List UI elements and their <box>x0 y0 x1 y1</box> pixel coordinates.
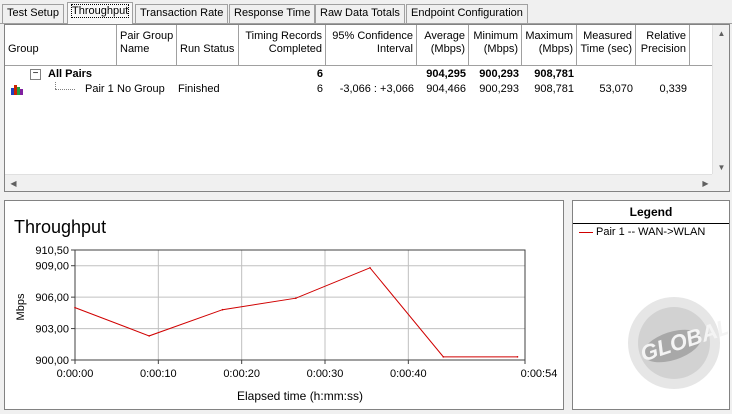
all-pairs-average: 904,295 <box>426 68 466 80</box>
horizontal-splitter[interactable] <box>0 193 732 200</box>
tab-label: Response Time <box>234 7 311 19</box>
pair-1-confidence: -3,066 : +3,066 <box>339 83 414 95</box>
all-pairs-minimum: 900,293 <box>479 68 519 80</box>
header-measured-time[interactable]: Measured Time (sec) <box>577 25 636 66</box>
scrollbar-corner <box>712 174 729 191</box>
pair-1-average: 904,466 <box>426 83 466 95</box>
header-confidence-interval[interactable]: 95% Confidence Interval <box>326 25 417 66</box>
tab-raw-data-totals[interactable]: Raw Data Totals <box>315 4 405 23</box>
y-axis-ticks: 910,50 909,00 906,00 903,00 900,00 <box>35 245 75 367</box>
grid-horizontal-scrollbar[interactable]: ◀ ▶ <box>5 174 714 191</box>
header-run-status[interactable]: Run Status <box>177 25 239 66</box>
header-maximum[interactable]: Maximum (Mbps) <box>522 25 577 66</box>
legend-item-pair-1[interactable]: Pair 1 -- WAN->WLAN <box>579 226 705 238</box>
y-tick-label: 903,00 <box>35 324 69 336</box>
vertical-splitter[interactable] <box>564 200 572 410</box>
throughput-chart: Throughput 910,50 909,00 906,00 903,00 900,0… <box>14 217 558 403</box>
header-minimum[interactable]: Minimum (Mbps) <box>469 25 522 66</box>
pair-1-group-name: No Group <box>117 83 165 95</box>
table-row-all-pairs[interactable]: − All Pairs 6 904,295 900,293 908,781 <box>5 67 714 82</box>
x-tick-label: 0:00:00 <box>57 368 94 380</box>
all-pairs-maximum: 908,781 <box>534 68 574 80</box>
x-tick-label: 0:00:10 <box>140 368 177 380</box>
y-axis-label: Mbps <box>15 293 27 320</box>
x-tick-label: 0:00:40 <box>390 368 427 380</box>
pair-1-measured-time: 53,070 <box>599 83 633 95</box>
header-filler <box>690 25 714 66</box>
tree-connector-vertical <box>55 82 56 89</box>
header-group[interactable]: Group <box>5 25 117 66</box>
data-point <box>221 308 224 311</box>
tab-throughput[interactable]: Throughput <box>67 2 134 24</box>
data-point <box>295 297 297 299</box>
pair-1-status: Finished <box>178 83 220 95</box>
chart-series <box>74 267 519 358</box>
pair-1-relative-precision: 0,339 <box>659 83 687 95</box>
x-axis-label: Elapsed time (h:mm:ss) <box>237 389 363 403</box>
chart-pane: Throughput 910,50 909,00 906,00 903,00 900,0… <box>4 200 564 410</box>
scroll-left-icon[interactable]: ◀ <box>10 179 17 188</box>
legend-item-label: Pair 1 -- WAN->WLAN <box>596 226 706 238</box>
x-tick-label: 0:00:30 <box>307 368 344 380</box>
pair-1-minimum: 900,293 <box>479 83 519 95</box>
chart-title: Throughput <box>14 217 106 237</box>
tab-label: Raw Data Totals <box>320 7 400 19</box>
tab-label: Test Setup <box>7 7 59 19</box>
scroll-down-icon[interactable]: ▼ <box>717 163 726 172</box>
x-axis-ticks: 0:00:00 0:00:10 0:00:20 0:00:30 0:00:40 0:00:… <box>57 360 558 380</box>
tree-connector <box>55 89 75 90</box>
watermark-logo: GLOBAL <box>628 297 728 389</box>
x-tick-label: 0:00:54 <box>521 368 558 380</box>
all-pairs-label: All Pairs <box>48 68 93 80</box>
data-point <box>442 356 445 358</box>
plot-area <box>74 249 526 361</box>
table-row-pair-1[interactable]: Pair 1 No Group Finished 6 -3,066 : +3,0… <box>5 82 714 97</box>
results-grid[interactable]: Group Pair Group Name Run Status Timing … <box>4 24 730 192</box>
all-pairs-records: 6 <box>316 68 323 80</box>
x-tick-label: 0:00:20 <box>223 368 260 380</box>
series-line-pair-1 <box>74 267 518 358</box>
header-pair-group-name[interactable]: Pair Group Name <box>117 25 177 66</box>
header-average[interactable]: Average (Mbps) <box>417 25 469 66</box>
tab-label: Throughput <box>70 4 130 18</box>
tab-bar: Test Setup Throughput Transaction Rate R… <box>0 2 732 24</box>
data-point <box>148 335 150 337</box>
scroll-up-icon[interactable]: ▲ <box>717 29 726 38</box>
pair-chart-icon <box>11 85 23 95</box>
y-tick-label: 909,00 <box>35 261 69 273</box>
tab-response-time[interactable]: Response Time <box>229 4 316 23</box>
header-relative-precision[interactable]: Relative Precision <box>636 25 690 66</box>
y-tick-label: 900,00 <box>35 355 69 367</box>
pair-1-records: 6 <box>316 83 323 95</box>
header-timing-records[interactable]: Timing Records Completed <box>239 25 326 66</box>
grid-vertical-scrollbar[interactable]: ▲ ▼ <box>712 25 729 176</box>
chart-grid <box>74 249 526 361</box>
collapse-toggle-icon[interactable]: − <box>30 69 41 80</box>
tab-label: Endpoint Configuration <box>411 7 523 19</box>
tab-label: Transaction Rate <box>140 7 224 19</box>
y-tick-label: 906,00 <box>35 292 69 304</box>
data-point <box>369 267 371 269</box>
tab-baseline <box>0 23 732 24</box>
legend-title: Legend <box>629 205 673 219</box>
pair-1-label: Pair 1 <box>85 83 114 95</box>
tab-test-setup[interactable]: Test Setup <box>2 4 64 23</box>
grid-header: Group Pair Group Name Run Status Timing … <box>5 25 714 66</box>
data-point <box>516 356 519 358</box>
y-tick-label: 910,50 <box>35 245 69 257</box>
legend-divider <box>573 223 729 224</box>
scroll-right-icon[interactable]: ▶ <box>702 179 709 188</box>
tab-transaction-rate[interactable]: Transaction Rate <box>135 4 229 23</box>
legend-swatch <box>579 231 593 233</box>
tab-endpoint-configuration[interactable]: Endpoint Configuration <box>406 4 528 23</box>
pair-1-maximum: 908,781 <box>534 83 574 95</box>
data-point <box>74 306 76 309</box>
